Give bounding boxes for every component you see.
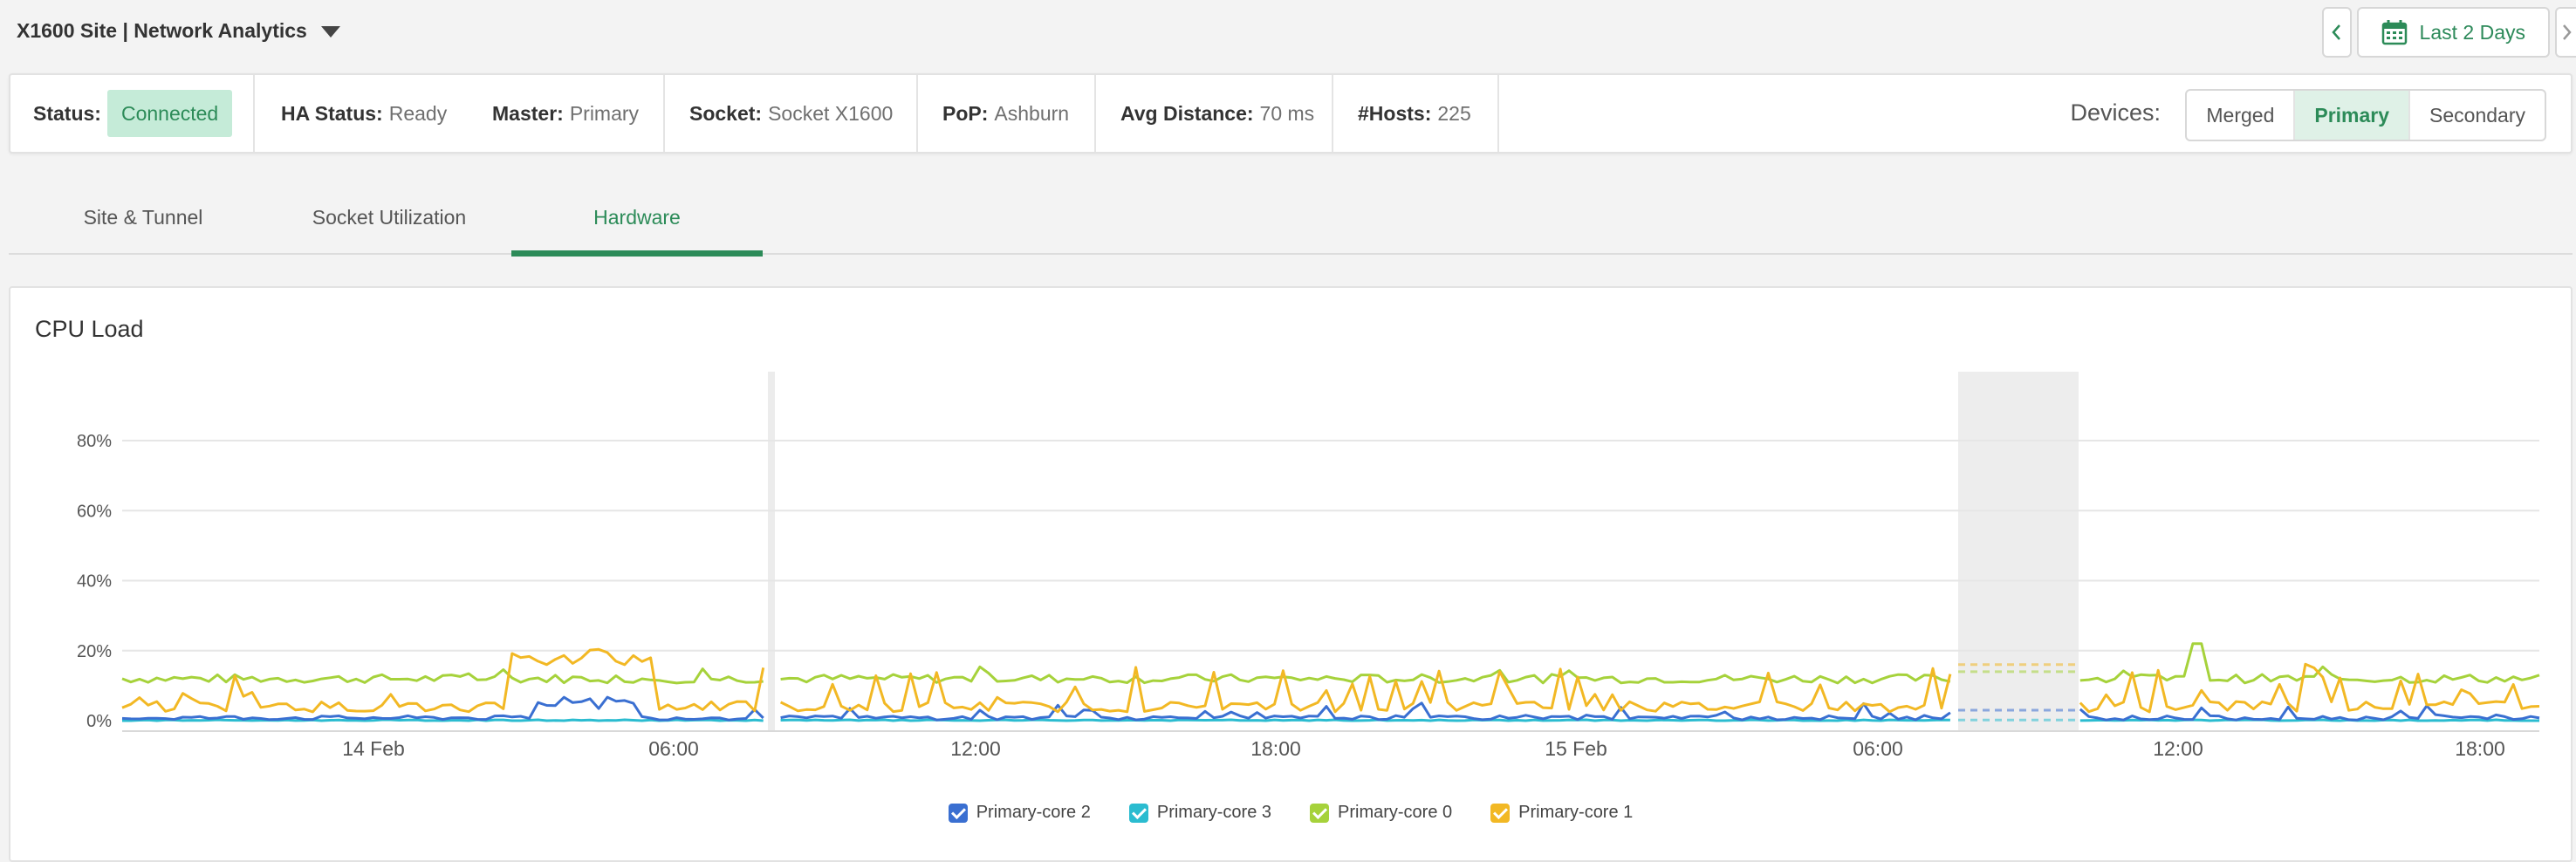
hosts-field: #Hosts: 225 — [1358, 75, 1471, 152]
device-secondary-button[interactable]: Secondary — [2429, 104, 2525, 127]
avg-distance-value: 70 ms — [1259, 101, 1315, 125]
prev-period-button[interactable] — [2321, 7, 2352, 58]
caret-down-icon[interactable] — [320, 26, 340, 38]
site-selector[interactable]: X1600 Site | Network Analytics — [17, 19, 340, 43]
date-navigation: Last 2 Days — [2321, 7, 2576, 58]
x-tick-label: 14 Feb — [342, 737, 405, 760]
ha-status-label: HA Status: — [281, 101, 383, 125]
divider — [1497, 75, 1499, 152]
legend-item-core3[interactable]: Primary-core 3 — [1128, 803, 1271, 823]
cpu-load-chart[interactable]: 0% 20% 40% 60% 80% 14 Feb 06:00 12:00 18:00 15 Fe… — [10, 288, 2571, 794]
avg-distance-field: Avg Distance: 70 ms — [1120, 75, 1314, 152]
data-gap-band — [768, 372, 775, 731]
divider — [253, 75, 255, 152]
tab-hardware[interactable]: Hardware — [511, 180, 763, 257]
site-title: X1600 Site | Network Analytics — [17, 19, 307, 42]
x-tick-label: 12:00 — [2153, 737, 2203, 760]
data-gap-band — [1958, 372, 2079, 731]
calendar-icon — [2381, 20, 2407, 45]
series-line-core1 — [121, 647, 2540, 714]
divider — [1094, 75, 1096, 152]
legend-item-core0[interactable]: Primary-core 0 — [1310, 803, 1452, 823]
device-selector: Merged Primary Secondary — [2185, 89, 2546, 141]
x-tick-label: 06:00 — [1853, 737, 1903, 760]
checkbox-icon[interactable] — [948, 803, 968, 823]
x-tick-label: 18:00 — [1250, 737, 1301, 760]
hosts-value: 225 — [1437, 101, 1471, 125]
y-tick-label: 80% — [77, 432, 112, 451]
ha-status-value: Ready — [388, 101, 448, 125]
chevron-right-icon — [2563, 24, 2572, 40]
status-label: Status: — [33, 101, 101, 125]
socket-value: Socket X1600 — [768, 101, 894, 125]
master-label: Master: — [492, 101, 564, 125]
checkbox-icon[interactable] — [1128, 803, 1148, 823]
date-range-button[interactable]: Last 2 Days — [2356, 7, 2550, 58]
x-tick-label: 12:00 — [950, 737, 1001, 760]
legend-label: Primary-core 3 — [1156, 803, 1271, 822]
divider — [663, 75, 665, 152]
series-line-core2 — [121, 695, 2540, 722]
y-tick-label: 60% — [77, 502, 112, 521]
avg-distance-label: Avg Distance: — [1120, 101, 1254, 125]
y-tick-label: 20% — [77, 642, 112, 661]
status-field: Status: Connected — [33, 75, 233, 152]
pop-field: PoP: Ashburn — [942, 75, 1069, 152]
next-period-button[interactable] — [2555, 7, 2576, 58]
pop-value: Ashburn — [994, 101, 1070, 125]
legend-item-core2[interactable]: Primary-core 2 — [948, 803, 1091, 823]
tab-site-tunnel[interactable]: Site & Tunnel — [83, 205, 203, 229]
chart-legend: Primary-core 2 Primary-core 3 Primary-co… — [10, 803, 2571, 823]
tab-socket-utilization[interactable]: Socket Utilization — [312, 205, 467, 229]
legend-label: Primary-core 1 — [1518, 803, 1634, 822]
ha-status-field: HA Status: Ready — [281, 75, 447, 152]
legend-label: Primary-core 0 — [1338, 803, 1453, 822]
device-primary-button[interactable]: Primary — [2295, 91, 2411, 140]
connected-badge: Connected — [106, 90, 233, 137]
y-tick-label: 40% — [77, 572, 112, 592]
analytics-tabs: Site & Tunnel Socket Utilization Hardwar… — [9, 180, 2573, 257]
x-tick-label: 06:00 — [648, 737, 699, 760]
checkbox-icon[interactable] — [1490, 803, 1511, 823]
x-tick-label: 15 Feb — [1545, 737, 1607, 760]
master-value: Primary — [569, 101, 640, 125]
legend-item-core1[interactable]: Primary-core 1 — [1490, 803, 1633, 823]
divider — [1332, 75, 1333, 152]
site-status-bar: Status: Connected HA Status: Ready Maste… — [9, 73, 2573, 154]
checkbox-icon[interactable] — [1310, 803, 1329, 823]
x-tick-label: 18:00 — [2455, 737, 2505, 760]
hosts-label: #Hosts: — [1358, 101, 1432, 125]
legend-label: Primary-core 2 — [976, 803, 1091, 822]
socket-label: Socket: — [689, 101, 763, 125]
device-merged-button[interactable]: Merged — [2187, 91, 2296, 140]
master-field: Master: Primary — [492, 75, 639, 152]
top-bar: X1600 Site | Network Analytics Last 2 Da… — [0, 0, 2576, 66]
devices-label: Devices: — [2070, 99, 2161, 126]
cpu-load-card: CPU Load 0% 20% 40% 60% 80% 14 Feb 06:00 12:00 1… — [9, 286, 2573, 862]
chart-title: CPU Load — [35, 316, 144, 342]
date-range-label: Last 2 Days — [2419, 20, 2525, 44]
divider — [916, 75, 918, 152]
pop-label: PoP: — [942, 101, 989, 125]
chevron-left-icon — [2331, 24, 2340, 40]
series-line-core0 — [121, 642, 2540, 685]
y-tick-label: 0% — [86, 712, 112, 731]
socket-field: Socket: Socket X1600 — [689, 75, 893, 152]
